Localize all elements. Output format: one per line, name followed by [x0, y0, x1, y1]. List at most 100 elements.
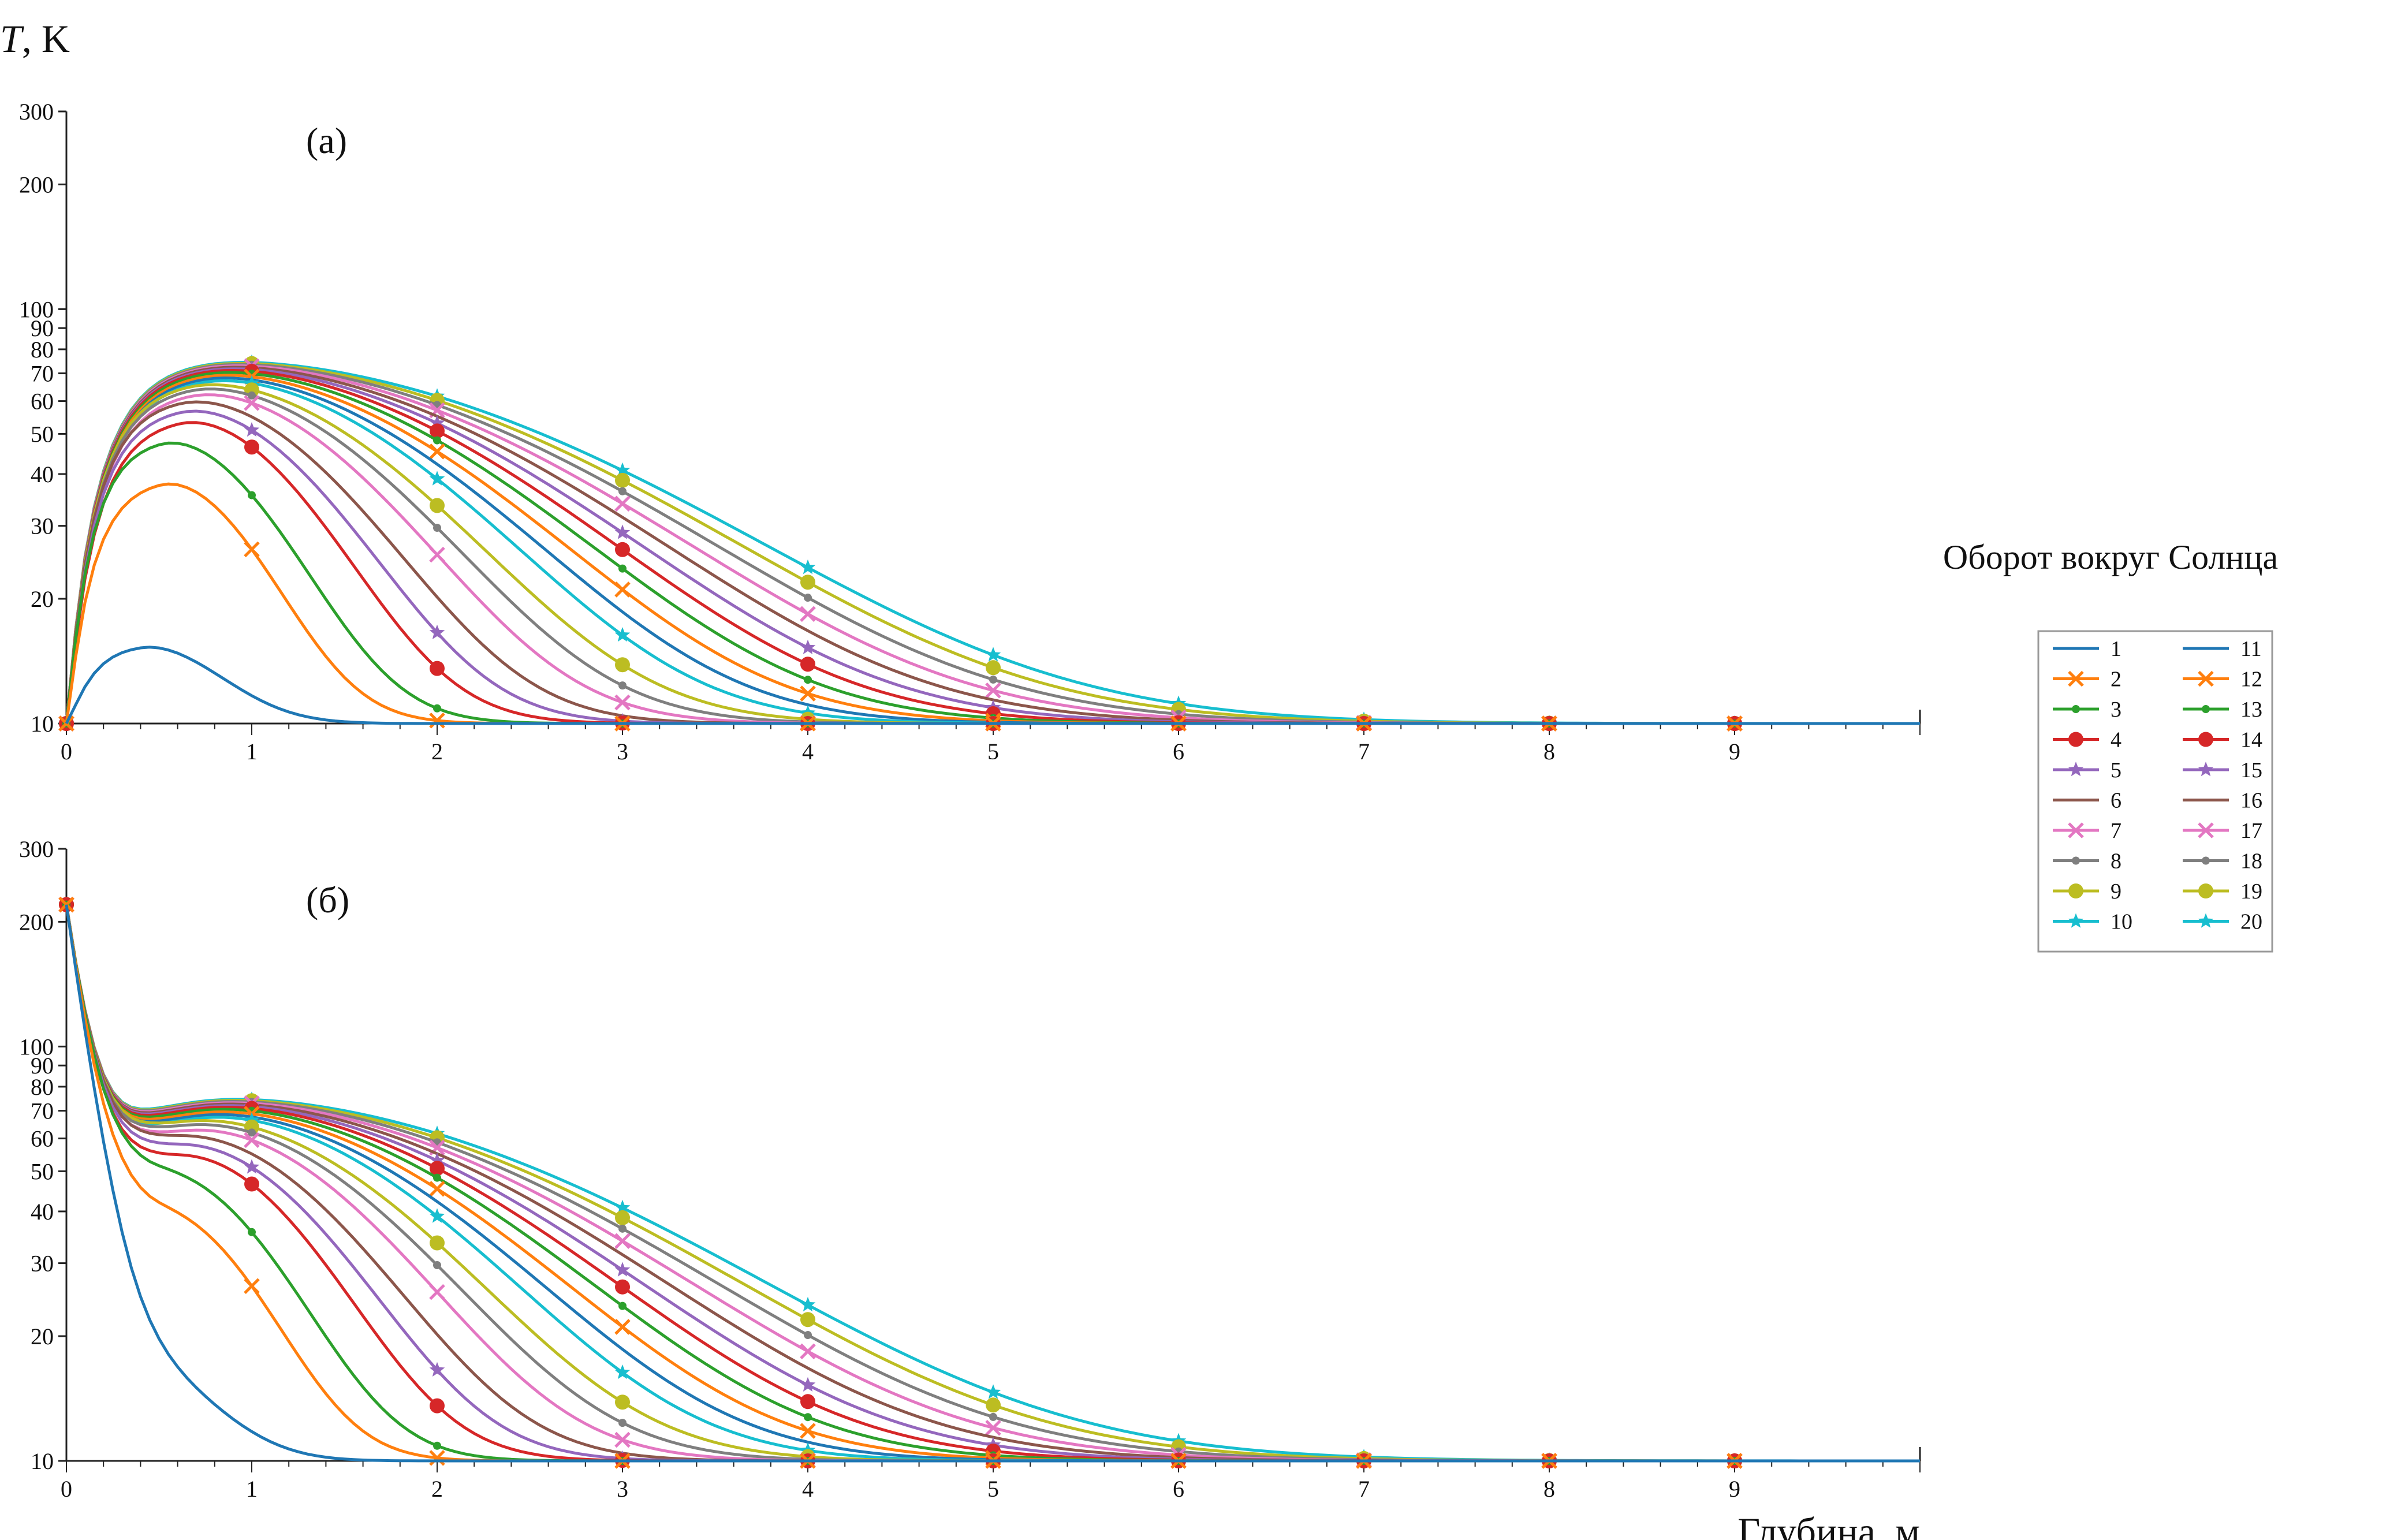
legend-swatch-marker	[2068, 670, 2084, 687]
legend-label: 1	[2111, 637, 2121, 661]
legend-item-20: 20	[2183, 910, 2262, 934]
legend-swatch-marker	[2202, 705, 2210, 713]
series-point-8	[433, 524, 441, 532]
series-point-12	[614, 1319, 631, 1335]
y-tick-label: 70	[31, 1098, 54, 1124]
series-line-6	[65, 400, 1920, 725]
x-tick-label: 6	[1173, 739, 1184, 765]
series-point-18	[618, 1224, 627, 1233]
legend-label: 10	[2111, 910, 2132, 934]
legend-label: 11	[2240, 637, 2262, 661]
legend-label: 14	[2240, 728, 2262, 752]
series-point-19	[615, 1210, 630, 1225]
y-tick-label: 100	[19, 1034, 54, 1060]
legend-swatch-marker	[2068, 762, 2084, 777]
series-point-17	[614, 1233, 631, 1249]
legend-item-8: 8	[2053, 849, 2121, 874]
series-18	[62, 900, 1920, 1465]
y-tick-label: 40	[31, 1199, 54, 1225]
series-point-14	[800, 1394, 815, 1410]
series-point-17	[800, 1343, 816, 1360]
series-point-8	[618, 681, 627, 690]
legend-label: 6	[2111, 789, 2121, 813]
series-point-2	[429, 713, 445, 729]
series-point-7	[614, 1431, 631, 1448]
series-point-3	[433, 704, 441, 713]
series-point-12	[614, 581, 631, 598]
series-point-7	[429, 1284, 445, 1300]
legend-label: 19	[2240, 879, 2262, 904]
series-point-3	[248, 1228, 256, 1236]
series-point-2	[429, 1450, 445, 1466]
series-12	[58, 368, 1920, 732]
x-tick-label: 7	[1358, 739, 1370, 765]
legend-label: 18	[2240, 849, 2262, 874]
legend-swatch-marker	[2198, 732, 2213, 747]
series-point-20	[985, 647, 1001, 662]
series-17	[58, 896, 1920, 1469]
y-tick-label: 60	[31, 1126, 54, 1152]
legend-item-3: 3	[2053, 698, 2121, 722]
legend-item-4: 4	[2053, 728, 2121, 752]
x-tick-label: 9	[1729, 739, 1740, 765]
x-tick-label: 8	[1543, 739, 1555, 765]
series-point-4	[244, 439, 259, 455]
x-tick-label: 2	[431, 739, 443, 765]
series-point-9	[615, 1394, 630, 1410]
x-tick-label: 0	[61, 739, 72, 765]
y-tick-label: 200	[19, 171, 54, 197]
x-tick-label: 0	[61, 1476, 72, 1502]
legend-item-18: 18	[2183, 849, 2262, 874]
legend-item-19: 19	[2183, 879, 2262, 904]
series-point-20	[800, 559, 816, 575]
series-point-3	[248, 491, 256, 499]
legend-swatch-marker	[2198, 883, 2213, 898]
series-point-7	[614, 694, 631, 711]
legend-swatch-marker	[2068, 732, 2083, 747]
series-point-9	[615, 657, 630, 673]
legend-item-17: 17	[2183, 819, 2262, 843]
legend-item-10: 10	[2053, 910, 2132, 934]
series-point-4	[244, 1176, 259, 1192]
y-tick-label: 300	[19, 836, 54, 862]
series-point-20	[614, 462, 631, 478]
series-14	[59, 363, 1920, 731]
legend-swatch-marker	[2198, 913, 2214, 928]
x-tick-label: 5	[987, 739, 999, 765]
series-point-7	[244, 395, 260, 411]
legend-swatch-marker	[2198, 670, 2214, 687]
series-1	[65, 904, 1920, 1463]
series-point-13	[618, 564, 627, 573]
x-tick-label: 2	[431, 1476, 443, 1502]
legend-item-15: 15	[2183, 758, 2262, 782]
series-10	[58, 896, 1920, 1468]
legend-label: 9	[2111, 879, 2121, 904]
legend-item-7: 7	[2053, 819, 2121, 843]
y-tick-label: 80	[31, 337, 54, 363]
series-point-14	[430, 423, 445, 439]
series-point-13	[804, 676, 812, 684]
legend-swatch-marker	[2068, 913, 2084, 928]
legend-label: 17	[2240, 819, 2262, 843]
legend-swatch-marker	[2202, 856, 2210, 865]
x-tick-label: 3	[617, 739, 628, 765]
series-point-14	[430, 1161, 445, 1176]
series-point-20	[800, 1296, 816, 1312]
series-point-15	[800, 639, 816, 654]
y-tick-label: 30	[31, 1251, 54, 1277]
series-point-15	[614, 524, 631, 539]
legend-item-16: 16	[2183, 789, 2262, 813]
x-tick-label: 6	[1173, 1476, 1184, 1502]
legend-label: 2	[2111, 668, 2121, 692]
x-tick-label: 4	[802, 1476, 814, 1502]
series-point-19	[800, 1312, 815, 1328]
y-tick-label: 90	[31, 1053, 54, 1079]
y-tick-label: 30	[31, 513, 54, 539]
series-point-15	[429, 1152, 445, 1168]
series-8	[62, 900, 1920, 1465]
series-point-7	[429, 546, 445, 563]
x-tick-label: 5	[987, 1476, 999, 1502]
series-6	[65, 400, 1920, 725]
